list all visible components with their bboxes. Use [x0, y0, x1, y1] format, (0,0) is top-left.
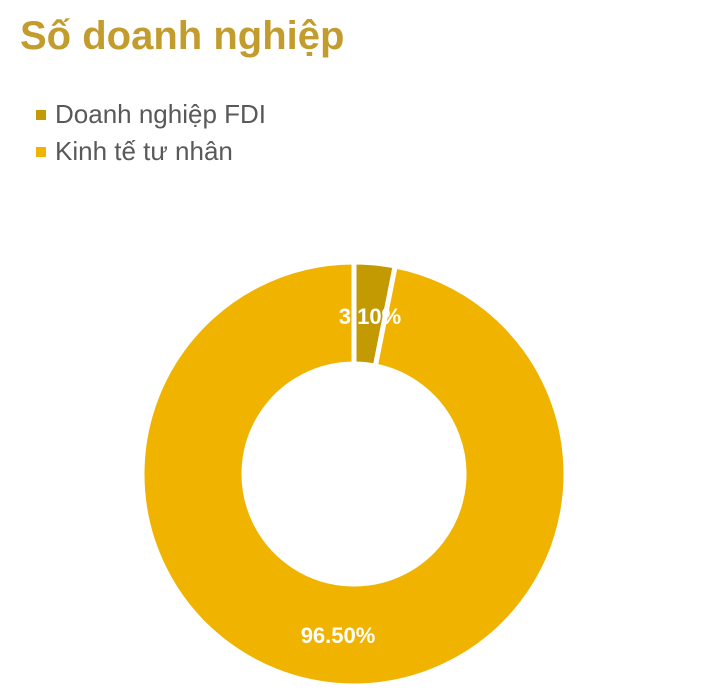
legend-swatch-private — [36, 146, 46, 157]
legend-swatch-fdi — [36, 109, 46, 120]
data-label-fdi: 3.10% — [339, 304, 401, 329]
legend-label-fdi: Doanh nghiệp FDI — [55, 99, 267, 129]
legend-label-private: Kinh tế tư nhân — [55, 136, 233, 166]
legend-item-private: Kinh tế tư nhân — [36, 133, 266, 170]
chart-title: Số doanh nghiệp — [20, 14, 345, 58]
slice-private — [139, 259, 569, 689]
legend: Doanh nghiệp FDI Kinh tế tư nhân — [36, 96, 266, 170]
data-label-private: 96.50% — [301, 623, 376, 648]
legend-item-fdi: Doanh nghiệp FDI — [36, 96, 266, 133]
